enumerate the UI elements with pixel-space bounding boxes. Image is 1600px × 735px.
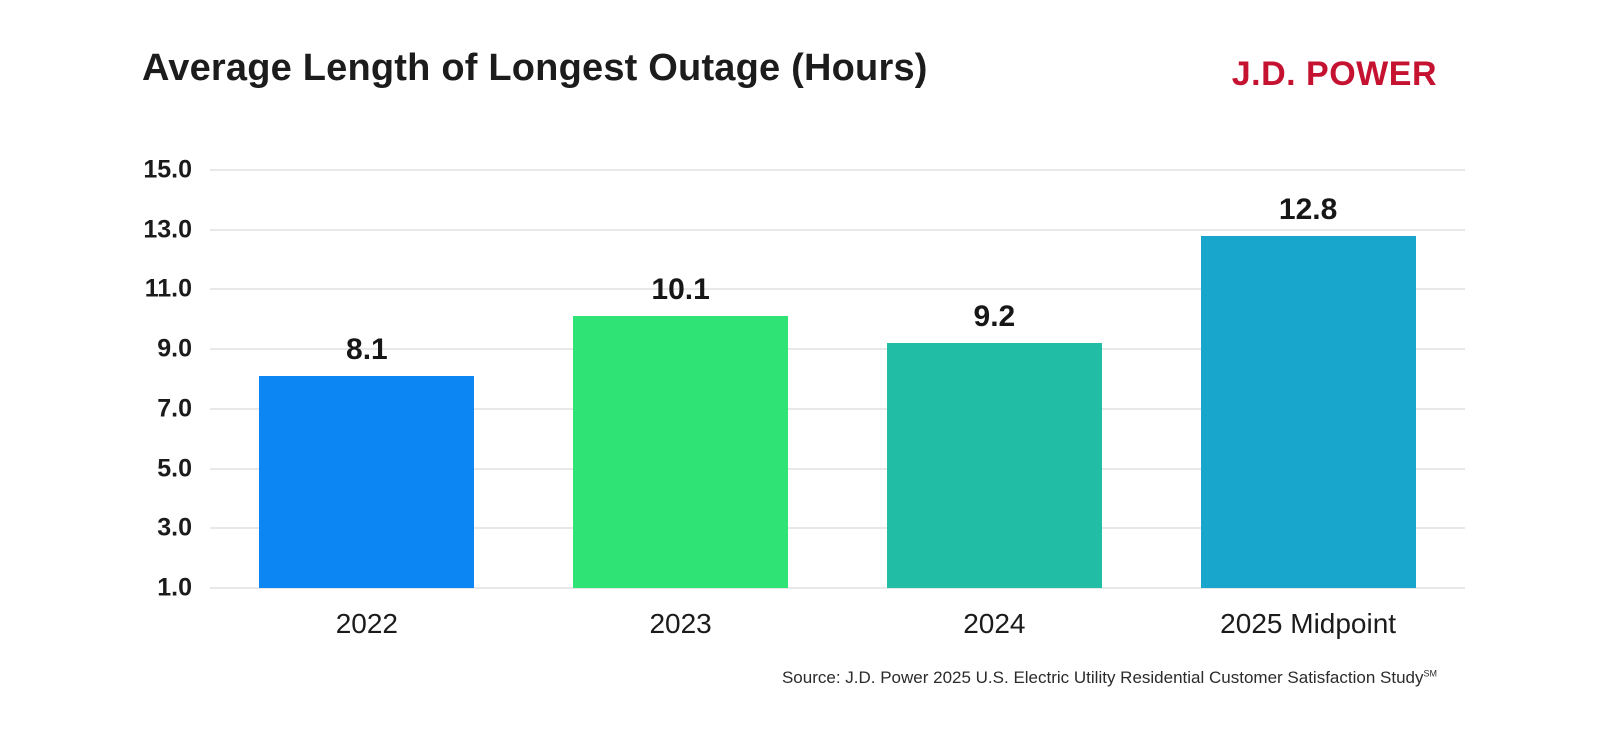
source-note: Source: J.D. Power 2025 U.S. Electric Ut…	[782, 668, 1437, 688]
jdpower-logo: J.D. POWER	[1231, 55, 1437, 93]
gridline	[210, 527, 1465, 530]
bar-chart: 15.0 13.0 11.0 9.0 7.0 5.0 3.0 1.0 8.1 10.1 9.2 12…	[130, 156, 1465, 602]
x-tick-label: 2022	[335, 608, 399, 639]
source-text: Source: J.D. Power 2025 U.S. Electric Ut…	[781, 668, 1424, 687]
bar-2024	[886, 343, 1102, 588]
bar-value-label: 9.2	[973, 300, 1016, 334]
y-tick-label: 11.0	[144, 274, 192, 303]
y-tick-label: 13.0	[143, 215, 192, 244]
gridline	[210, 587, 1465, 589]
service-mark: SM	[1423, 668, 1438, 679]
bar-value-label: 10.1	[651, 273, 710, 307]
bars-row: 8.1 10.1 9.2 12.8	[210, 170, 1465, 588]
bar-2025-midpoint	[1200, 235, 1416, 588]
bar-column: 9.2	[838, 170, 1152, 588]
y-tick-label: 5.0	[157, 454, 192, 483]
gridline	[210, 169, 1465, 171]
gridline	[210, 288, 1465, 291]
bar-2022	[259, 376, 475, 588]
plot-area: 8.1 10.1 9.2 12.8	[210, 169, 1465, 589]
bar-value-label: 12.8	[1278, 192, 1338, 226]
gridline	[210, 348, 1465, 351]
gridline	[210, 407, 1465, 410]
y-tick-label: 15.0	[143, 155, 192, 184]
bar-column: 8.1	[210, 170, 524, 588]
chart-title: Average Length of Longest Outage (Hours)	[142, 47, 928, 89]
y-tick-label: 7.0	[157, 394, 192, 423]
bar-column: 10.1	[524, 170, 838, 588]
bar-column: 12.8	[1151, 170, 1465, 588]
x-tick-label: 2025 Midpoint	[1220, 608, 1397, 639]
gridline	[210, 228, 1465, 231]
y-tick-label: 1.0	[157, 573, 192, 602]
y-axis: 15.0 13.0 11.0 9.0 7.0 5.0 3.0 1.0	[130, 156, 210, 602]
y-tick-label: 3.0	[157, 513, 192, 542]
x-tick-label: 2023	[649, 608, 712, 639]
x-tick-label: 2024	[963, 608, 1026, 639]
x-axis-labels: 2022 2023 2024 2025 Midpoint	[210, 598, 1465, 640]
y-tick-label: 9.0	[157, 334, 192, 363]
bar-value-label: 8.1	[346, 333, 388, 367]
bar-2023	[573, 316, 789, 588]
gridline	[210, 467, 1465, 470]
